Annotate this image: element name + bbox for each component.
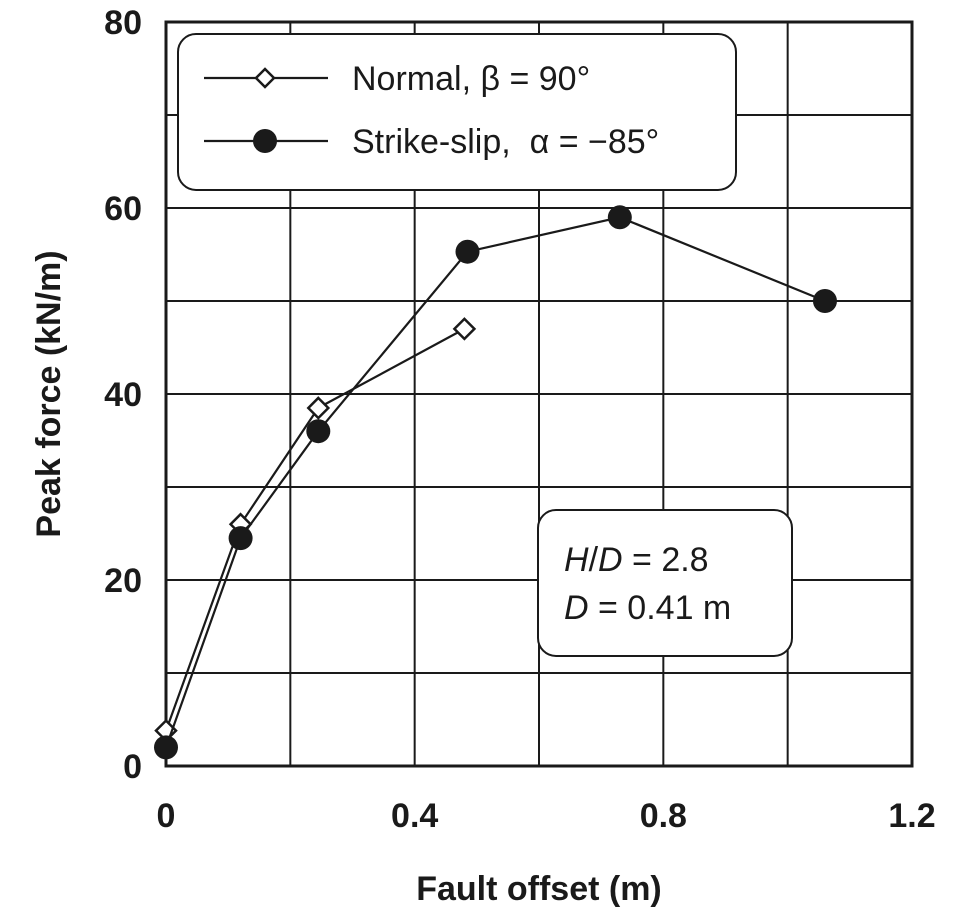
tick-labels: 0 0.4 0.8 1.2 0 20 40 60 80 bbox=[104, 4, 935, 835]
x-tick-label: 0 bbox=[157, 797, 176, 835]
plot-frame bbox=[164, 20, 914, 768]
data-point-circle bbox=[607, 205, 632, 230]
data-point-circle bbox=[154, 735, 178, 760]
legend-marker-diamond bbox=[254, 67, 276, 89]
y-axis-title: Peak force (kN/m) bbox=[30, 250, 68, 537]
series-normal bbox=[154, 317, 477, 743]
series-layer bbox=[154, 205, 837, 760]
annotation-d: D = 0.41 m bbox=[564, 589, 731, 627]
x-tick-label: 0.8 bbox=[640, 797, 687, 835]
y-tick-label: 20 bbox=[104, 562, 142, 600]
x-tick-label: 0.4 bbox=[391, 797, 438, 835]
annotation-hd: H/D = 2.8 bbox=[564, 541, 709, 579]
x-tick-label: 1.2 bbox=[888, 797, 935, 835]
data-point-circle bbox=[455, 239, 480, 264]
legend-box bbox=[177, 33, 737, 191]
x-axis-title: Fault offset (m) bbox=[416, 870, 662, 908]
annotation-box: H/D = 2.8 D = 0.41 m bbox=[537, 509, 793, 657]
data-point-circle bbox=[306, 419, 331, 444]
data-point-circle bbox=[812, 289, 837, 313]
y-tick-label: 0 bbox=[123, 748, 142, 786]
series-line bbox=[164, 216, 826, 748]
legend: Normal, β = 90° Strike-slip, α = −85° bbox=[177, 33, 737, 191]
legend-label-strike-slip: Strike-slip, α = −85° bbox=[352, 123, 659, 161]
legend-label-normal: Normal, β = 90° bbox=[352, 60, 590, 98]
data-point-circle bbox=[228, 526, 253, 551]
legend-marker-circle bbox=[253, 129, 277, 153]
annotation-frame bbox=[537, 509, 793, 657]
y-tick-label: 60 bbox=[104, 190, 142, 228]
data-point-diamond bbox=[452, 317, 477, 341]
series-line bbox=[164, 327, 465, 732]
data-point-diamond bbox=[306, 396, 331, 420]
y-tick-label: 40 bbox=[104, 376, 142, 414]
y-tick-label: 80 bbox=[104, 4, 142, 42]
series-strike-slip bbox=[154, 205, 837, 760]
